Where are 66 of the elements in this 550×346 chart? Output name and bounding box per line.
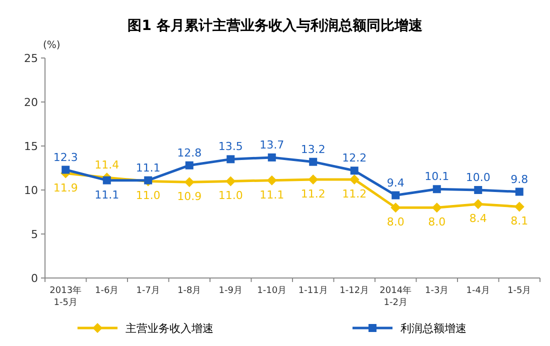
- data-label: 12.2: [342, 152, 367, 165]
- point: [102, 176, 111, 184]
- data-label: 11.1: [136, 161, 160, 174]
- data-label: 9.4: [386, 176, 404, 190]
- x-tick-label: 1-9月: [218, 286, 242, 296]
- data-label: 12.3: [53, 150, 78, 164]
- point: [432, 185, 441, 194]
- x-tick-label: 1-7月: [136, 286, 160, 296]
- point: [473, 199, 484, 210]
- data-label: 11.2: [300, 187, 326, 200]
- data-label: 13.7: [260, 138, 284, 152]
- data-label: 11.0: [136, 189, 160, 202]
- data-label: 9.8: [510, 172, 528, 186]
- point: [266, 175, 277, 186]
- data-label: 10.9: [177, 190, 202, 204]
- data-label: 10.0: [466, 171, 490, 184]
- x-tick-label: 1-4月: [466, 286, 490, 296]
- data-label: 8.0: [428, 216, 446, 229]
- data-label: 11.0: [218, 189, 243, 202]
- point: [349, 174, 360, 184]
- data-label: 8.0: [386, 216, 404, 229]
- legend-label: 利润总额增速: [400, 322, 466, 335]
- data-label: 13.5: [218, 140, 243, 154]
- y-tick-label: 25: [24, 52, 38, 65]
- x-tick-label: 2014年 1-2月: [380, 285, 412, 308]
- data-label: 11.4: [94, 158, 120, 172]
- x-tick-label: 1-12月: [340, 286, 370, 296]
- data-label: 11.1: [260, 188, 284, 202]
- point: [62, 166, 70, 174]
- y-tick-label: 10: [24, 184, 38, 197]
- data-label: 8.4: [469, 212, 487, 226]
- data-label: 11.2: [342, 187, 367, 200]
- point: [390, 202, 401, 213]
- point: [268, 153, 276, 162]
- x-tick-label: 1-11月: [298, 286, 328, 296]
- chart-title: 图1 各月累计主营业务收入与利润总额同比增速: [128, 17, 424, 34]
- point: [392, 191, 400, 200]
- data-label: 11.1: [94, 188, 120, 202]
- x-tick-label: 1-3月: [425, 286, 449, 296]
- data-label: 13.2: [300, 142, 326, 156]
- y-tick-label: 0: [31, 272, 38, 285]
- y-tick-label: 5: [31, 228, 38, 241]
- point: [226, 155, 235, 164]
- x-tick-label: 1-10月: [257, 286, 287, 296]
- point: [226, 176, 236, 186]
- point: [474, 186, 482, 194]
- x-tick-label: 1-6月: [95, 286, 119, 296]
- y-tick-label: 20: [24, 96, 38, 109]
- data-label: 11.9: [53, 181, 78, 194]
- point: [350, 166, 358, 175]
- x-tick-label: 2013年 1-5月: [50, 285, 82, 308]
- x-tick-label: 1-8月: [178, 286, 202, 296]
- point: [308, 174, 318, 184]
- data-label: 10.1: [424, 170, 450, 184]
- point: [309, 158, 318, 166]
- legend-label: 主营业务收入增速: [126, 322, 214, 335]
- data-label: 8.1: [510, 214, 528, 228]
- point: [184, 177, 194, 188]
- point: [515, 188, 524, 196]
- point: [514, 202, 524, 212]
- point: [185, 161, 194, 170]
- x-tick-label: 1-5月: [508, 286, 532, 296]
- y-tick-label: 15: [24, 140, 38, 153]
- y-axis-title: (%): [43, 40, 60, 51]
- data-label: 12.8: [177, 146, 202, 160]
- point: [432, 202, 442, 213]
